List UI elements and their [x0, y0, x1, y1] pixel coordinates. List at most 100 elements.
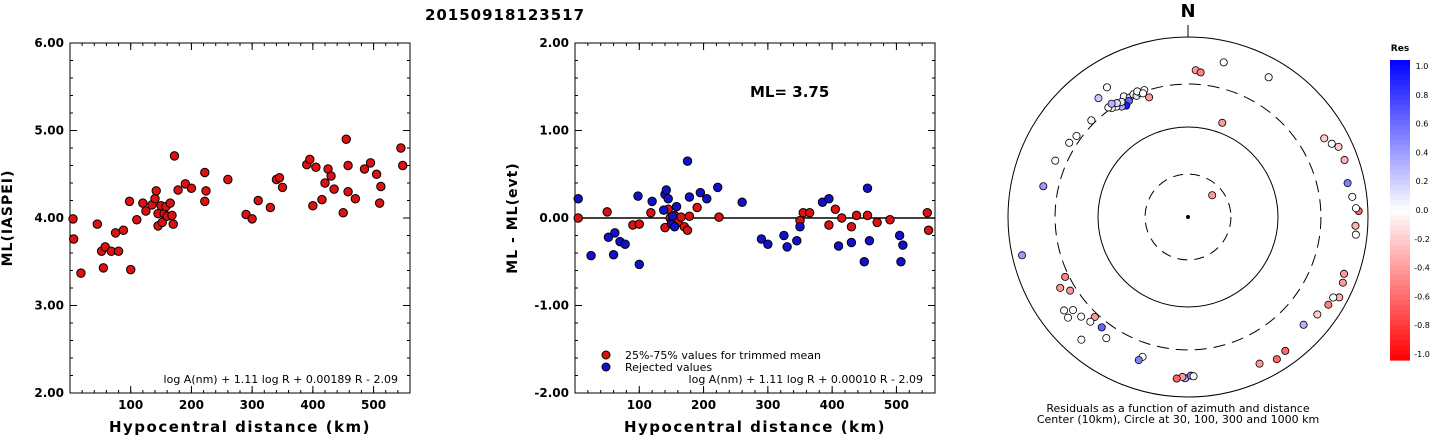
colorbar-segment	[1390, 180, 1410, 186]
data-point	[253, 195, 263, 206]
circle-30km	[1144, 173, 1232, 261]
station-point	[1072, 131, 1081, 140]
data-point	[737, 197, 747, 207]
data-point	[779, 230, 789, 241]
data-point	[173, 185, 183, 195]
data-point	[713, 182, 723, 193]
station-point	[1340, 269, 1349, 278]
station-point	[1320, 134, 1329, 143]
colorbar-tick-label: 1.0	[1416, 62, 1429, 71]
colorbar-tick-label: -0.8	[1414, 321, 1430, 330]
colorbar-segment	[1390, 90, 1410, 96]
colorbar-tick-label: -0.6	[1414, 292, 1430, 301]
y-axis-label: ML - ML(evt)	[505, 162, 521, 273]
colorbar-segment	[1390, 345, 1410, 351]
station-point	[1094, 94, 1103, 103]
data-point	[602, 207, 612, 217]
colorbar-segment	[1390, 355, 1410, 361]
colorbar-segment	[1390, 300, 1410, 306]
x-tick-label: 400	[300, 398, 325, 412]
data-point	[359, 164, 370, 174]
colorbar-segment	[1390, 215, 1410, 221]
station-point	[1324, 300, 1333, 309]
station-point	[1145, 93, 1154, 102]
station-point	[1069, 306, 1078, 315]
colorbar-segment	[1390, 160, 1410, 166]
data-point	[308, 201, 318, 211]
data-point	[676, 212, 686, 222]
station-point	[1060, 306, 1069, 315]
data-point	[923, 225, 934, 235]
data-point	[151, 186, 161, 196]
colorbar-tick-label: 0.4	[1416, 148, 1429, 157]
y-tick-label: 4.00	[34, 211, 64, 225]
data-point	[68, 234, 79, 244]
data-point	[150, 194, 160, 204]
colorbar-segment	[1390, 170, 1410, 176]
data-point	[682, 156, 693, 166]
data-point	[320, 178, 330, 188]
data-point	[201, 186, 211, 196]
center-point	[1186, 215, 1190, 219]
data-point	[200, 196, 210, 207]
station-point	[1087, 116, 1096, 125]
page-title: 20150918123517	[424, 6, 586, 24]
colorbar-segment	[1390, 110, 1410, 116]
colorbar-segment	[1390, 150, 1410, 156]
data-point	[647, 196, 657, 207]
colorbar-segment	[1390, 340, 1410, 346]
colorbar-segment	[1390, 330, 1410, 336]
colorbar-segment	[1390, 130, 1410, 136]
data-point	[668, 211, 678, 221]
data-point	[247, 214, 257, 224]
colorbar-segment	[1390, 325, 1410, 331]
colorbar-segment	[1390, 60, 1410, 66]
data-point	[138, 198, 148, 208]
colorbar-segment	[1390, 70, 1410, 76]
x-tick-label: 200	[691, 398, 716, 412]
colorbar-tick-label: 0.0	[1416, 206, 1429, 215]
colorbar-segment	[1390, 75, 1410, 81]
colorbar-segment	[1390, 155, 1410, 161]
colorbar-segment	[1390, 225, 1410, 231]
x-axis-label: Hypocentral distance (km)	[624, 418, 886, 436]
colorbar-tick-label: 0.8	[1416, 91, 1429, 100]
circle-300km	[1054, 83, 1322, 351]
station-point	[1343, 179, 1352, 188]
x-tick-label: 300	[240, 398, 265, 412]
data-point	[824, 194, 834, 204]
formula-label: log A(nm) + 1.11 log R + 0.00189 R - 2.0…	[164, 373, 398, 386]
data-point	[646, 208, 656, 218]
legend-marker	[601, 362, 611, 372]
colorbar-tick-label: 0.6	[1416, 120, 1429, 129]
colorbar-segment	[1390, 265, 1410, 271]
station-point	[1051, 156, 1060, 165]
station-point	[1066, 286, 1075, 295]
data-point	[782, 242, 792, 252]
station-point	[1352, 204, 1361, 213]
data-point	[200, 167, 210, 178]
colorbar-tick-label: -0.4	[1414, 264, 1430, 273]
x-tick-label: 200	[179, 398, 204, 412]
station-point	[1077, 312, 1086, 321]
station-point	[1064, 313, 1073, 322]
colorbar-segment	[1390, 290, 1410, 296]
data-point	[824, 220, 834, 230]
colorbar-segment	[1390, 100, 1410, 106]
y-tick-label: -1.00	[534, 299, 569, 313]
magnitude-vs-distance-chart: 6.00 5.00 4.00 3.00 2.00 100 200 300 400 500 Hypoc…	[0, 36, 411, 436]
data-point	[396, 143, 406, 153]
station-point	[1138, 89, 1147, 98]
data-point	[837, 213, 847, 223]
data-point	[168, 219, 178, 229]
y-tick-label: 0.00	[539, 211, 569, 225]
colorbar-segment	[1390, 105, 1410, 111]
colorbar-segment	[1390, 165, 1410, 171]
colorbar-segment	[1390, 210, 1410, 216]
data-point	[223, 174, 233, 185]
data-point	[634, 259, 644, 270]
colorbar-tick-label: -0.2	[1414, 235, 1430, 244]
colorbar-tick-label: -1.0	[1414, 350, 1430, 359]
data-point	[633, 191, 643, 201]
data-point	[265, 202, 276, 213]
